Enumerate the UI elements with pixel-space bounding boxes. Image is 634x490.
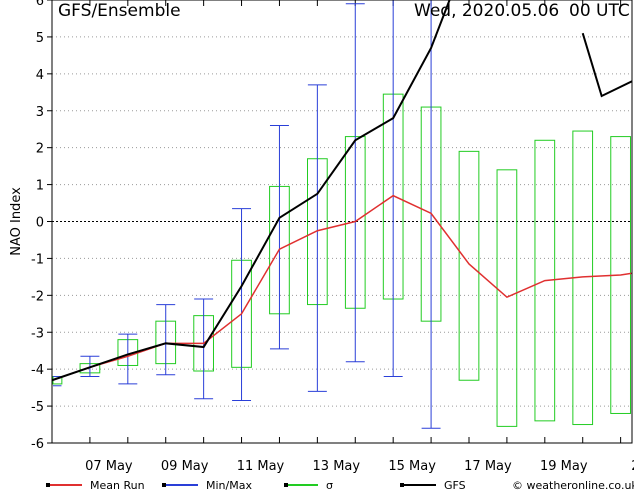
- sigma-box: [458, 150, 480, 381]
- run-time: 00 UTC: [569, 1, 630, 21]
- x-tick-label: 15 May: [388, 459, 436, 474]
- x-tick-label: 21: [631, 459, 634, 474]
- grid: [47, 0, 632, 444]
- legend-item-minmax: Min/Max: [162, 479, 252, 490]
- gfs-line-late: [581, 32, 632, 98]
- chart-title: GFS/Ensemble: [58, 1, 181, 21]
- legend-label-gfs: GFS: [444, 479, 466, 490]
- legend-label-minmax: Min/Max: [206, 479, 252, 490]
- x-tick-label: 07 May: [85, 459, 133, 474]
- y-tick-labels: -6 -5 -4 -3 -2 -1 0 1 2 3 4 5 6: [31, 0, 44, 452]
- x-tick-label: 13 May: [313, 459, 361, 474]
- x-tick-label: 19 May: [540, 459, 588, 474]
- credit: © weatheronline.co.uk: [512, 479, 634, 490]
- x-tick-label: 17 May: [464, 459, 512, 474]
- y-tick-label: 4: [36, 68, 44, 83]
- y-tick-label: 2: [36, 142, 44, 157]
- legend-label-sigma: σ: [326, 479, 333, 490]
- y-tick-label: -4: [31, 363, 44, 378]
- y-tick-label: 3: [36, 105, 44, 120]
- legend: Mean Run Min/Max σ GFS © weatheronline.c…: [46, 479, 634, 490]
- y-tick-label: -6: [31, 437, 44, 452]
- y-tick-label: -1: [31, 252, 44, 267]
- legend-label-mean-run: Mean Run: [90, 479, 145, 490]
- legend-item-gfs: GFS: [400, 479, 466, 490]
- y-tick-label: 0: [36, 216, 44, 231]
- gfs-line: [52, 0, 451, 382]
- series-lines: [52, 0, 632, 382]
- sigma-boxes: [52, 93, 631, 427]
- x-tick-label: 09 May: [161, 459, 209, 474]
- sigma-box: [534, 139, 556, 422]
- mean-run-line: [52, 194, 632, 381]
- y-tick-label: 6: [36, 0, 44, 9]
- y-tick-label: -2: [31, 289, 44, 304]
- legend-marker-minmax: [162, 483, 166, 487]
- y-tick-label: -3: [31, 326, 44, 341]
- legend-marker-sigma: [284, 483, 288, 487]
- legend-marker-mean-run: [46, 483, 50, 487]
- x-tick-label: 11 May: [237, 459, 285, 474]
- run-date: Wed, 2020.05.06: [414, 1, 559, 21]
- legend-marker-gfs: [400, 483, 404, 487]
- y-tick-label: 1: [36, 179, 44, 194]
- y-axis-label: NAO Index: [9, 187, 24, 256]
- y-tick-label: -5: [31, 400, 44, 415]
- minmax-whiskers: [51, 0, 441, 429]
- plot-frame: [51, 0, 633, 444]
- sigma-box: [496, 169, 518, 427]
- y-tick-label: 5: [36, 31, 44, 46]
- legend-item-sigma: σ: [284, 479, 333, 490]
- x-tick-labels: 07 May 09 May 11 May 13 May 15 May 17 May 19 M…: [85, 459, 634, 474]
- legend-item-mean-run: Mean Run: [46, 479, 145, 490]
